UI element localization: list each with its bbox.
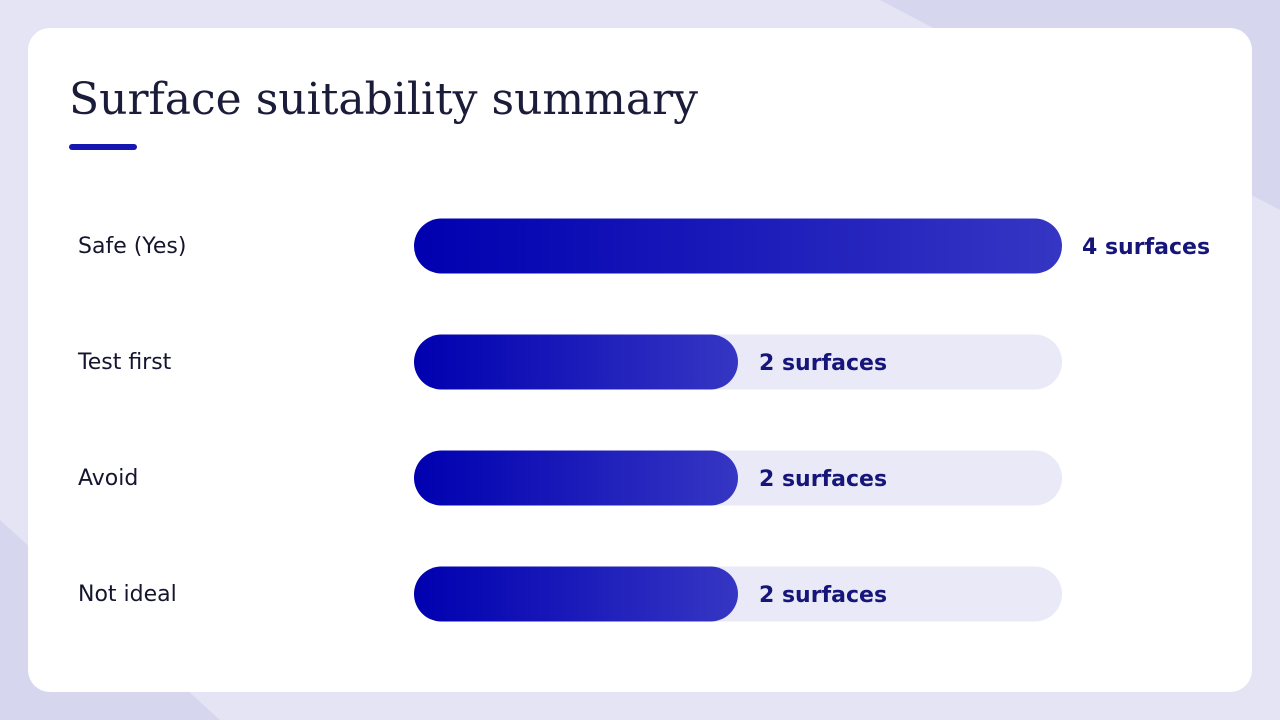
value-label: 2 surfaces — [759, 467, 887, 492]
bar — [414, 450, 738, 506]
title-underline — [69, 144, 137, 150]
category-label: Test first — [77, 350, 172, 375]
value-label: 2 surfaces — [759, 583, 887, 608]
category-label: Not ideal — [78, 582, 177, 607]
bar — [414, 218, 1062, 274]
category-label: Safe (Yes) — [78, 234, 186, 259]
value-label: 4 surfaces — [1082, 235, 1210, 260]
bar — [414, 334, 738, 390]
chart-title: Surface suitability summary — [69, 74, 698, 125]
category-label: Avoid — [78, 466, 138, 491]
bar — [414, 566, 738, 622]
value-label: 2 surfaces — [759, 351, 887, 376]
